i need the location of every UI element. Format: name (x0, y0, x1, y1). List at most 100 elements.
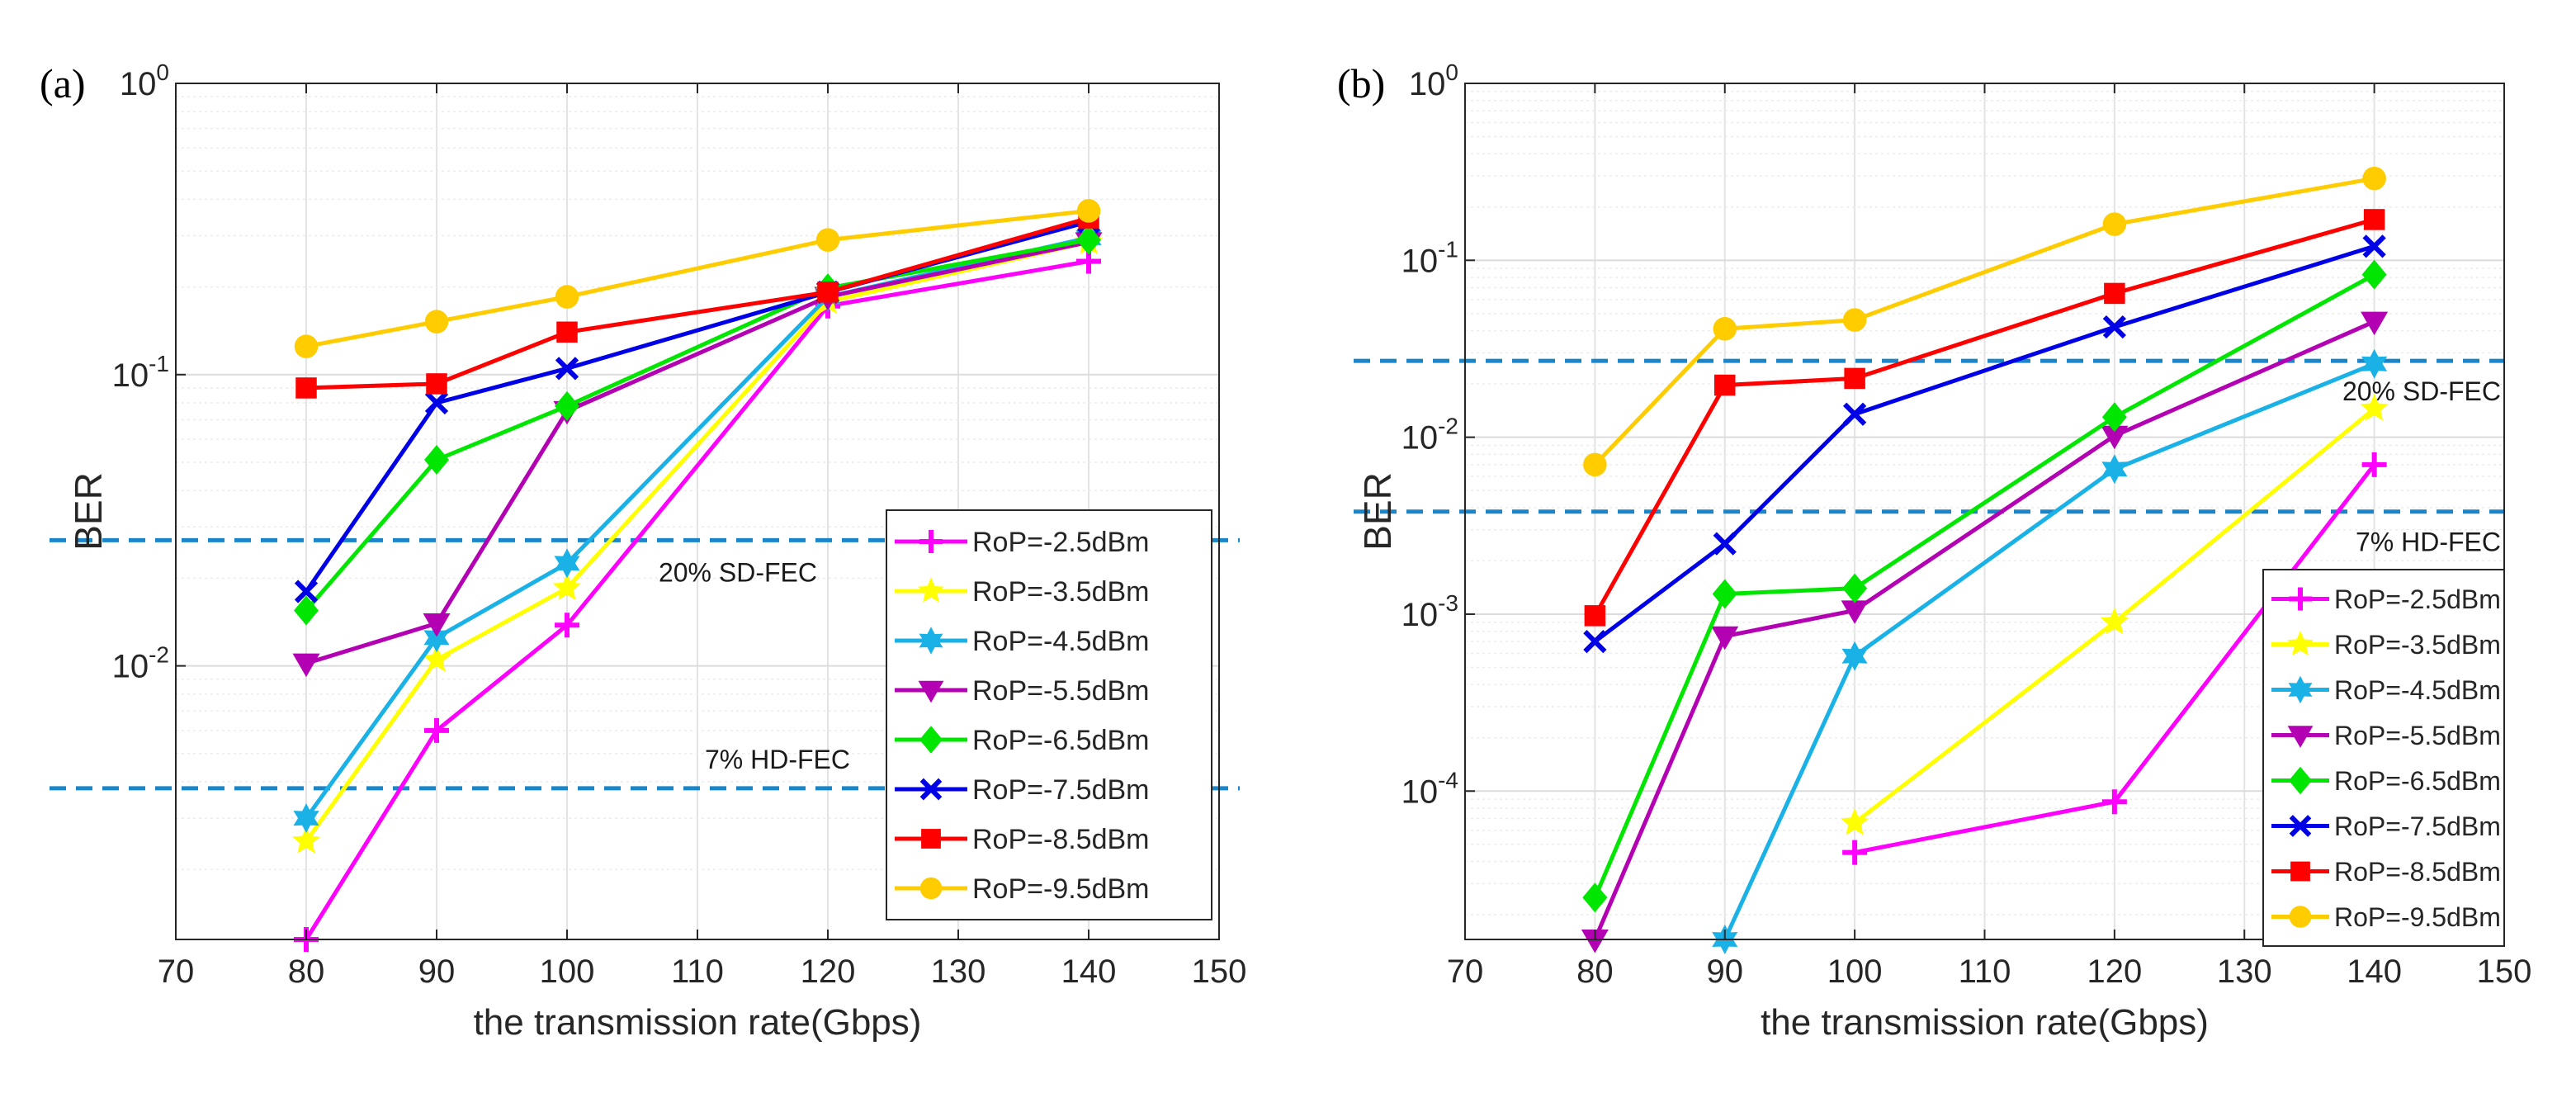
data-point-marker (817, 282, 839, 303)
data-point-marker (2289, 906, 2312, 928)
y-tick-label: 10-3 (1401, 590, 1458, 633)
legend-item: RoP=-3.5dBm (895, 576, 1150, 608)
x-tick-label: 150 (1192, 953, 1247, 990)
legend-label: RoP=-3.5dBm (972, 576, 1150, 608)
threshold-label: 20% SD-FEC (2342, 376, 2501, 406)
x-tick-label: 110 (671, 953, 724, 990)
data-point-marker (424, 444, 449, 475)
data-point-marker (1711, 626, 1739, 651)
panel-a: 20% SD-FEC 7% HD-FEC 70 80 90 100 110 120 130 140… (40, 59, 1246, 1043)
threshold-label: 7% HD-FEC (705, 745, 850, 774)
data-point-marker (2101, 789, 2127, 815)
threshold-label: 20% SD-FEC (659, 557, 817, 587)
data-point-marker (292, 653, 320, 678)
series-RoP=-7.5dBm (1583, 234, 2386, 654)
data-point-marker (2102, 212, 2127, 236)
y-tick-label: 100 (120, 59, 169, 102)
y-tick-label: 100 (1409, 59, 1458, 102)
data-point-marker (918, 680, 944, 703)
legend-item: RoP=-8.5dBm (895, 824, 1150, 855)
data-point-marker (919, 877, 943, 900)
legend-item: RoP=-6.5dBm (2271, 766, 2501, 796)
data-point-marker (293, 803, 319, 834)
legend-label: RoP=-2.5dBm (2334, 584, 2501, 614)
x-tick-label: 90 (1707, 953, 1744, 990)
data-point-marker (1842, 840, 1868, 865)
panel-label: (a) (40, 60, 86, 106)
legend: RoP=-2.5dBm RoP=-3.5dBm RoP=-4.5dBm RoP=-5.… (886, 509, 1212, 920)
x-axis-label: the transmission rate(Gbps) (1761, 1002, 2209, 1043)
data-point-marker (423, 622, 450, 653)
series-line (1723, 362, 2375, 941)
data-point-marker (422, 645, 451, 672)
threshold-label: 7% HD-FEC (2356, 528, 2501, 557)
legend-label: RoP=-9.5dBm (2334, 902, 2501, 932)
data-point-marker (2362, 166, 2386, 191)
data-point-marker (2100, 607, 2129, 635)
data-point-marker (1583, 630, 1607, 654)
data-point-marker (1841, 641, 1868, 671)
data-point-marker (1713, 317, 1737, 341)
x-axis-label: the transmission rate(Gbps) (474, 1002, 922, 1043)
data-point-marker (2289, 815, 2312, 837)
legend-item: RoP=-7.5dBm (2271, 811, 2501, 841)
data-point-marker (424, 310, 449, 334)
data-point-marker (918, 577, 944, 603)
data-point-marker (921, 829, 941, 849)
data-point-marker (919, 627, 943, 655)
legend-item: RoP=-7.5dBm (895, 774, 1150, 806)
data-point-marker (291, 826, 321, 854)
x-tick-label: 140 (2347, 953, 2402, 990)
data-point-marker (2101, 425, 2129, 450)
y-tick-label: 10-1 (1401, 236, 1458, 279)
data-point-marker (2287, 726, 2314, 748)
series-RoP=-8.5dBm (1584, 209, 2385, 627)
data-point-marker (294, 595, 319, 626)
data-point-marker (1842, 308, 1867, 332)
data-point-marker (426, 373, 447, 395)
data-point-marker (556, 321, 578, 343)
x-tick-label: 70 (1447, 953, 1484, 990)
data-point-marker (555, 285, 579, 309)
panel-b: 20% SD-FEC 7% HD-FEC 70 80 90 100 110 120 130 140… (1337, 59, 2531, 1043)
legend-item: RoP=-9.5dBm (2271, 902, 2501, 932)
x-tick-label: 140 (1061, 953, 1117, 990)
data-point-marker (2361, 259, 2387, 290)
data-point-marker (2102, 315, 2127, 339)
x-tick-label: 150 (2477, 953, 2532, 990)
data-point-marker (1714, 374, 1736, 396)
y-tick-label: 10-2 (1401, 414, 1458, 457)
y-axis-label: BER (1356, 472, 1399, 551)
x-tick-label: 80 (1576, 953, 1614, 990)
x-tick-label: 130 (2217, 953, 2272, 990)
legend-item: RoP=-8.5dBm (2271, 857, 2501, 887)
legend-label: RoP=-8.5dBm (2334, 857, 2501, 887)
data-point-marker (424, 717, 449, 743)
data-point-marker (2288, 675, 2313, 704)
data-point-marker (555, 390, 579, 421)
data-point-marker (555, 357, 579, 381)
data-point-marker (2289, 766, 2312, 795)
data-point-marker (1841, 600, 1869, 624)
data-point-marker (1844, 367, 1865, 390)
data-point-marker (2289, 587, 2312, 611)
data-point-marker (2363, 209, 2385, 230)
legend-label: RoP=-7.5dBm (2334, 811, 2501, 841)
legend-item: RoP=-5.5dBm (2271, 721, 2501, 750)
data-point-marker (1841, 807, 1869, 835)
x-tick-label: 90 (418, 953, 456, 990)
legend-label: RoP=-6.5dBm (2334, 766, 2501, 796)
y-axis-label: BER (67, 472, 110, 551)
y-tick-label: 10-4 (1401, 767, 1458, 810)
legend-item: RoP=-9.5dBm (895, 873, 1150, 905)
legend-label: RoP=-2.5dBm (972, 527, 1150, 558)
data-point-marker (2361, 311, 2389, 336)
legend-box (886, 509, 1212, 920)
x-tick-label: 100 (540, 953, 595, 990)
x-tick-label: 120 (2087, 953, 2143, 990)
legend-item: RoP=-2.5dBm (2271, 584, 2501, 614)
data-point-marker (815, 228, 840, 252)
x-tick-label: 110 (1959, 953, 2011, 990)
legend-item: RoP=-4.5dBm (895, 626, 1150, 657)
data-point-marker (2361, 452, 2387, 477)
